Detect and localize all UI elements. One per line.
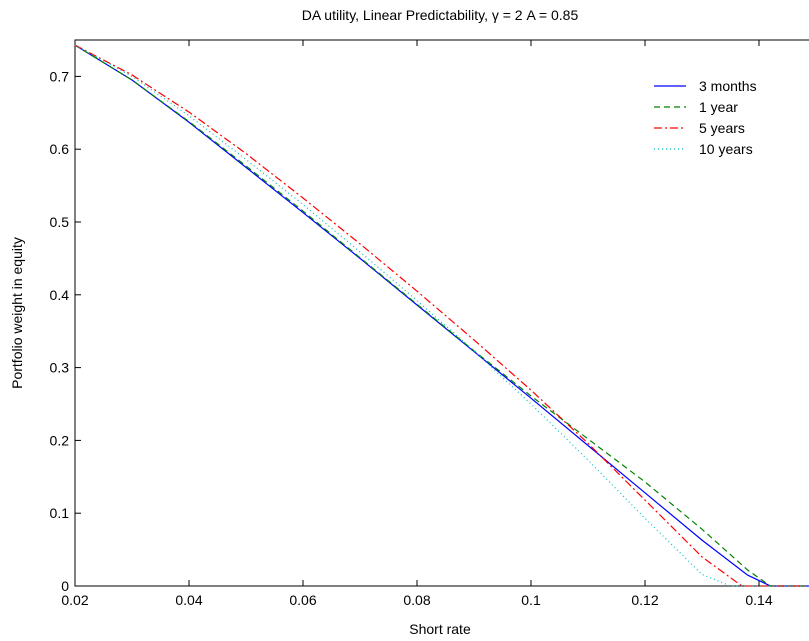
y-tick-label: 0.1 <box>50 505 70 521</box>
x-tick-label: 0.02 <box>61 592 88 608</box>
legend-label: 10 years <box>699 141 753 157</box>
x-axis-label: Short rate <box>409 621 471 637</box>
series-layer <box>74 44 809 587</box>
y-tick-label: 0.2 <box>50 432 70 448</box>
legend: 3 months 1 year 5 years 10 years <box>654 78 757 157</box>
x-tick-label: 0.12 <box>631 592 658 608</box>
legend-label: 5 years <box>699 120 745 136</box>
y-tick-label: 0 <box>61 578 69 594</box>
chart-title: DA utility, Linear Predictability, γ = 2… <box>302 7 579 23</box>
x-tick-label: 0.04 <box>175 592 202 608</box>
y-tick-label: 0.3 <box>50 360 70 376</box>
y-tick-label: 0.6 <box>50 141 70 157</box>
y-tick-label: 0.4 <box>50 287 70 303</box>
x-tick-label: 0.1 <box>521 592 541 608</box>
axis-ticks: 0.02 0.04 0.06 0.08 0.1 0.12 0.14 0 0.1 0.2 0.3 0.4… <box>50 40 773 608</box>
series-line <box>74 44 809 587</box>
y-tick-label: 0.7 <box>50 68 70 84</box>
legend-label: 3 months <box>699 78 757 94</box>
x-tick-label: 0.08 <box>403 592 430 608</box>
series-line <box>74 44 809 587</box>
legend-label: 1 year <box>699 99 738 115</box>
x-tick-label: 0.14 <box>745 592 772 608</box>
x-tick-label: 0.06 <box>289 592 316 608</box>
y-axis-label: Portfolio weight in equity <box>9 237 25 389</box>
y-tick-label: 0.5 <box>50 214 70 230</box>
